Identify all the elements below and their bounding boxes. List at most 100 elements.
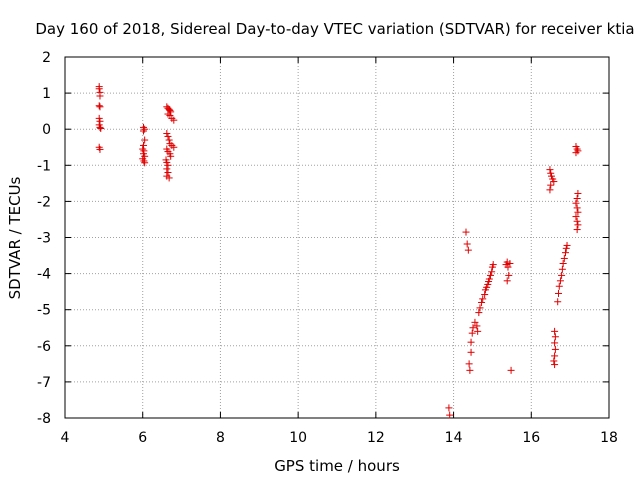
data-point — [572, 149, 580, 157]
x-tick-label: 8 — [216, 430, 225, 446]
y-tick-label: -5 — [37, 303, 51, 319]
data-point — [96, 92, 104, 100]
data-point — [551, 352, 559, 360]
data-point — [572, 199, 580, 207]
data-point — [140, 157, 148, 165]
x-tick-labels: 4 6 8 10 12 14 16 18 — [61, 430, 618, 446]
y-tick-label: 1 — [42, 86, 51, 102]
data-point — [573, 217, 581, 225]
data-point — [506, 259, 514, 267]
data-point — [166, 140, 174, 148]
data-point — [170, 143, 178, 151]
data-point — [551, 339, 559, 347]
data-point — [474, 327, 482, 335]
data-point — [484, 280, 492, 288]
data-point — [551, 361, 559, 369]
data-point — [554, 289, 562, 297]
data-point — [486, 271, 494, 279]
data-point — [445, 404, 453, 412]
data-point — [170, 116, 178, 124]
data-point — [572, 213, 580, 221]
data-point — [507, 366, 515, 374]
x-tick-label: 18 — [600, 430, 618, 446]
data-point — [163, 130, 171, 138]
data-point — [561, 249, 569, 257]
data-point — [139, 127, 147, 135]
y-axis-title: SDTVAR / TECUs — [6, 176, 24, 299]
data-point — [481, 291, 489, 299]
data-point — [546, 186, 554, 194]
data-point — [562, 244, 570, 252]
data-point — [573, 145, 581, 153]
data-point — [547, 169, 555, 177]
data-point — [504, 263, 512, 271]
data-point — [141, 159, 149, 167]
data-point — [478, 298, 486, 306]
data-point — [467, 338, 475, 346]
y-tick-label: -4 — [37, 267, 51, 283]
y-tick-label: -3 — [37, 231, 51, 247]
x-tick-label: 16 — [522, 430, 540, 446]
x-tick-label: 10 — [289, 430, 307, 446]
data-point — [558, 271, 566, 279]
data-point — [550, 357, 558, 365]
data-point — [551, 333, 559, 341]
y-tick-label: -8 — [37, 411, 51, 427]
data-point — [164, 132, 172, 140]
data-point — [96, 145, 104, 153]
data-point — [475, 309, 483, 317]
x-tick-label: 14 — [445, 430, 463, 446]
x-tick-label: 6 — [138, 430, 147, 446]
data-point — [96, 123, 104, 131]
data-point — [560, 254, 568, 262]
data-point — [167, 152, 175, 160]
data-point — [95, 85, 103, 93]
x-tick-label: 4 — [61, 430, 70, 446]
data-point — [547, 172, 555, 180]
y-tick-label: -6 — [37, 339, 51, 355]
data-point — [468, 329, 476, 337]
data-point — [574, 221, 582, 229]
data-point — [547, 181, 555, 189]
data-point — [550, 178, 558, 186]
y-tick-label: 0 — [42, 122, 51, 138]
data-point — [95, 102, 103, 110]
data-point — [558, 265, 566, 273]
y-tick-label: -7 — [37, 375, 51, 391]
data-point — [95, 114, 103, 122]
data-point — [573, 204, 581, 212]
data-point — [556, 277, 564, 285]
data-point — [466, 366, 474, 374]
data-point — [503, 277, 511, 285]
y-tick-label: 2 — [42, 50, 51, 66]
data-point — [464, 246, 472, 254]
data-points — [95, 83, 582, 419]
data-point — [563, 241, 571, 249]
data-point — [546, 166, 554, 174]
data-point — [574, 189, 582, 197]
data-point — [165, 136, 173, 144]
data-point — [473, 322, 481, 330]
data-point — [573, 226, 581, 234]
data-point — [467, 348, 475, 356]
data-point — [554, 298, 562, 306]
y-tick-label: -2 — [37, 194, 51, 210]
data-point — [505, 271, 513, 279]
data-point — [469, 324, 477, 332]
data-point — [96, 117, 104, 125]
data-point — [164, 169, 172, 177]
data-point — [551, 345, 559, 353]
data-point — [485, 275, 493, 283]
data-point — [489, 261, 497, 269]
x-axis-title: GPS time / hours — [274, 457, 400, 475]
data-point — [483, 283, 491, 291]
data-point — [574, 208, 582, 216]
data-point — [555, 282, 563, 290]
data-point — [574, 147, 582, 155]
data-point — [97, 124, 105, 132]
data-point — [163, 158, 171, 166]
y-tick-label: -1 — [37, 158, 51, 174]
chart-title: Day 160 of 2018, Sidereal Day-to-day VTE… — [35, 20, 634, 38]
data-point — [551, 327, 559, 335]
